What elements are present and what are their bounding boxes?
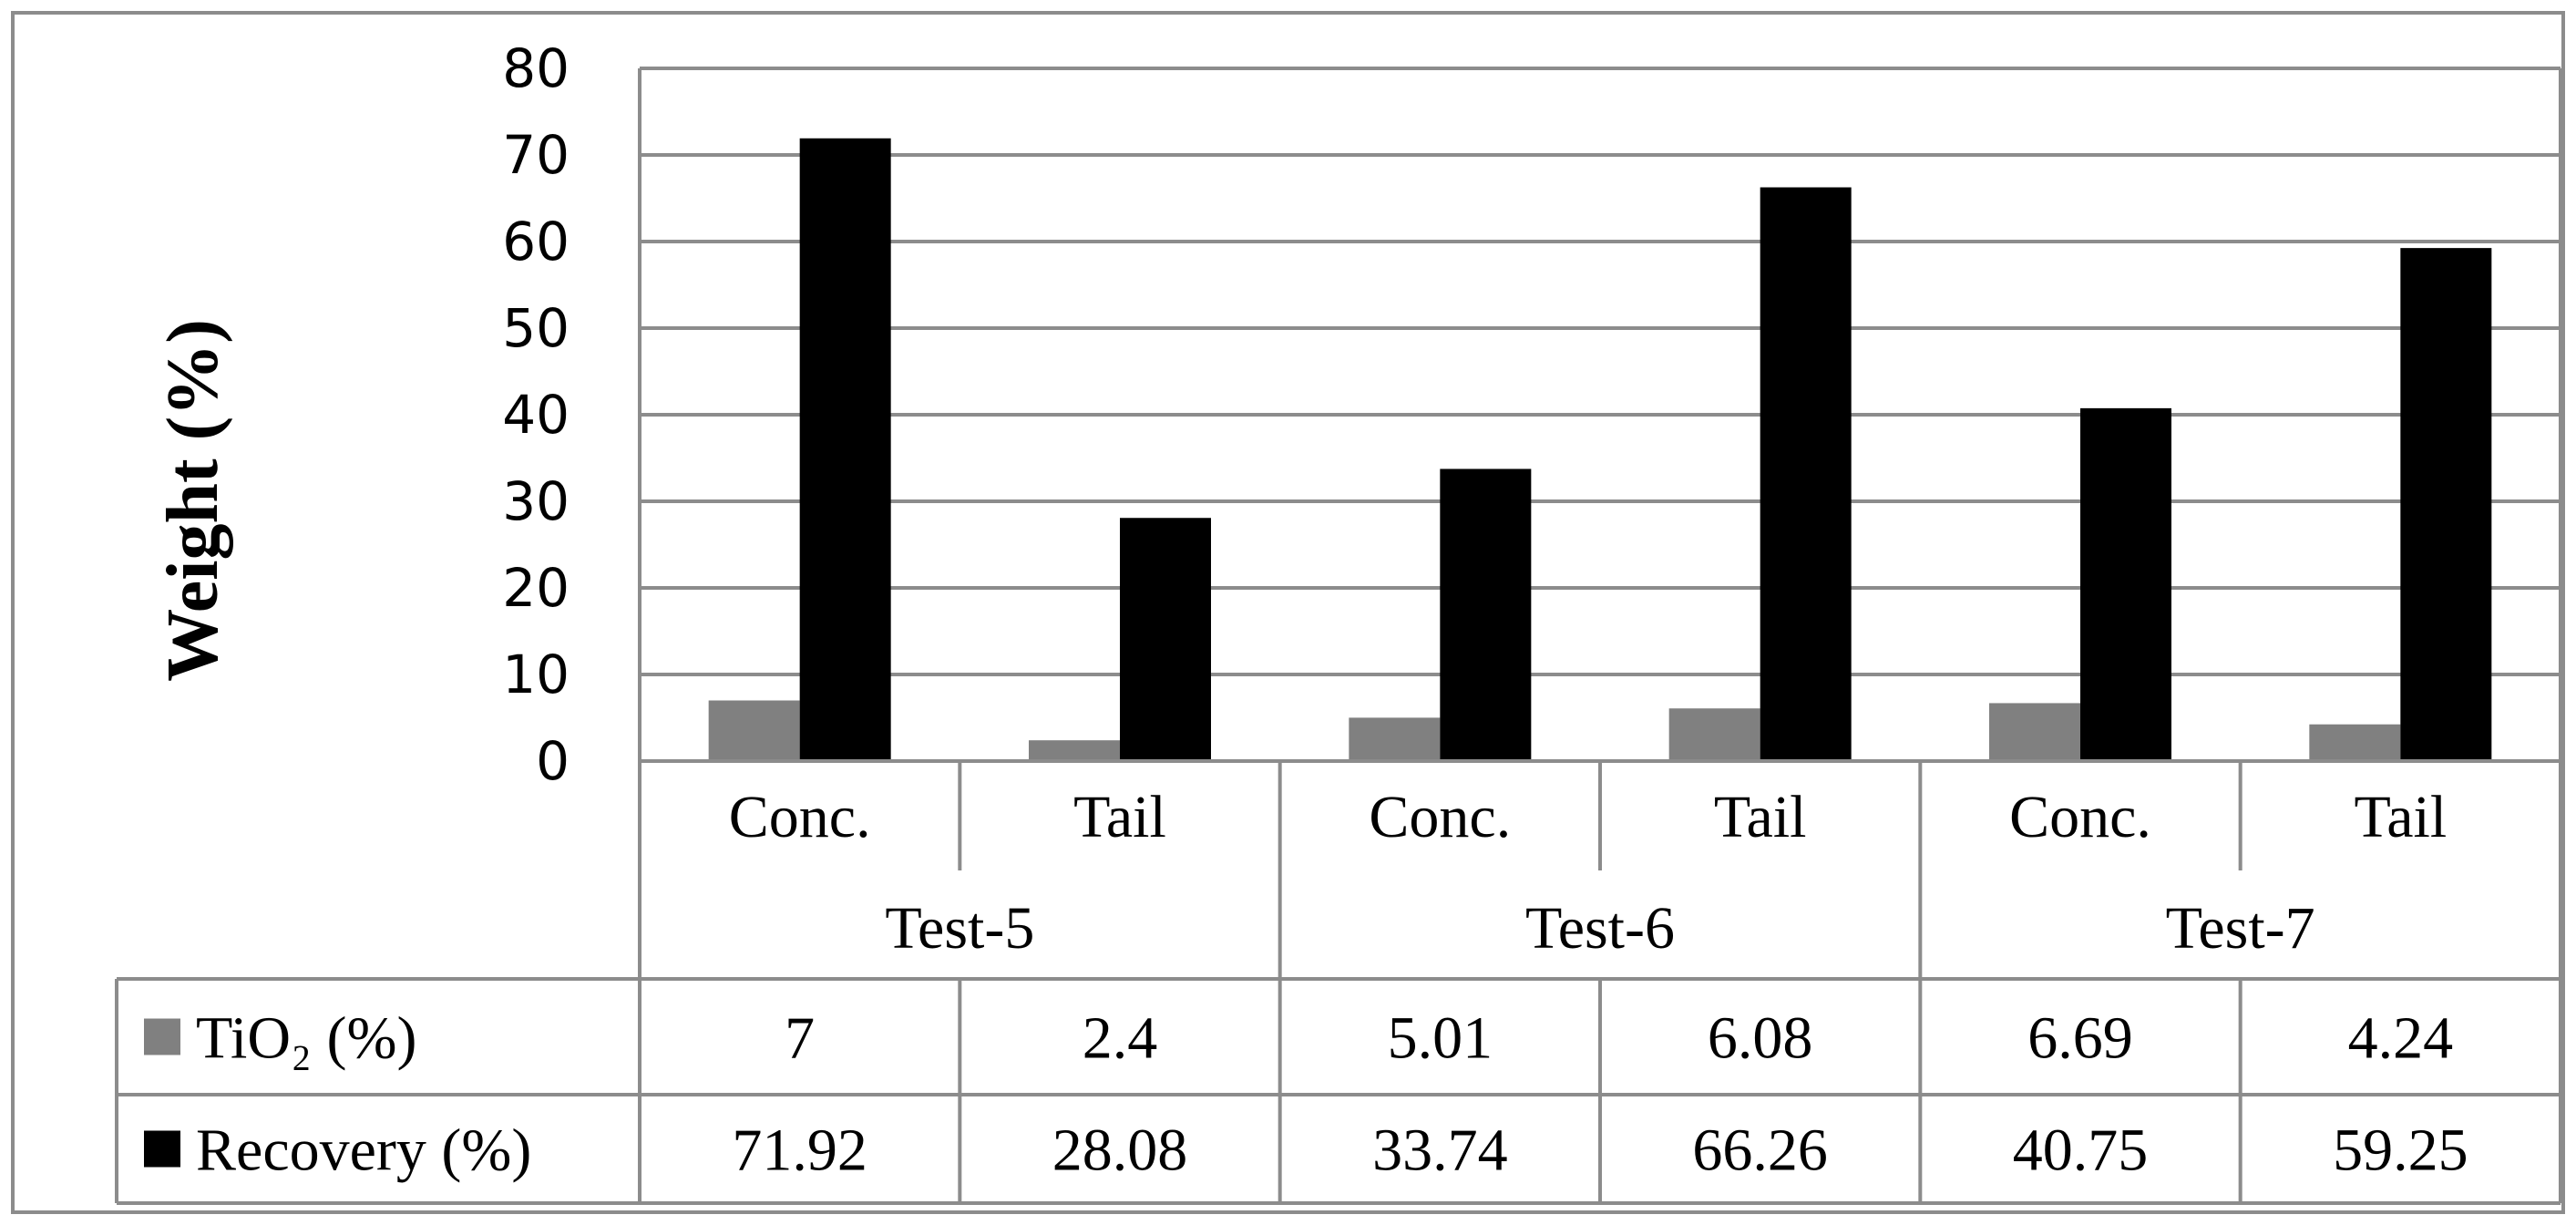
y-tick-label: 70 [502, 124, 570, 186]
chart-frame [11, 11, 2565, 1214]
data-table-cell: 2.4 [1083, 1005, 1158, 1072]
bar-tio2 [1349, 717, 1441, 761]
y-tick-label: 0 [536, 730, 570, 792]
y-tick-label: 20 [502, 557, 570, 619]
data-table-cell: 28.08 [1052, 1117, 1188, 1184]
x-group-label: Test-5 [885, 895, 1034, 962]
y-tick-label: 80 [502, 37, 570, 99]
bar-recovery [1440, 468, 1532, 761]
bar-recovery [799, 138, 891, 761]
bar-tio2 [1668, 708, 1760, 761]
y-axis-label: Weight (%) [153, 319, 233, 682]
x-category-label: Conc. [1369, 784, 1511, 850]
y-tick-label: 10 [502, 643, 570, 705]
x-category-label: Conc. [2009, 784, 2151, 850]
legend-swatch-recovery [144, 1130, 180, 1168]
y-tick-label: 60 [502, 211, 570, 273]
bar-recovery [2400, 248, 2492, 761]
data-table-cell: 66.26 [1692, 1117, 1828, 1184]
y-tick-label: 50 [502, 297, 570, 359]
x-category-label: Conc. [729, 784, 871, 850]
x-category-label: Tail [1714, 784, 1807, 850]
data-table-cell: 7 [785, 1005, 815, 1072]
bar-tio2 [1029, 740, 1120, 761]
data-table-cell: 59.25 [2333, 1117, 2468, 1184]
x-category-label: Tail [2354, 784, 2447, 850]
bars [640, 138, 2561, 763]
legend-label-recovery: Recovery (%) [196, 1117, 531, 1184]
y-tick-label: 30 [502, 470, 570, 532]
data-table-cell: 6.08 [1708, 1005, 1813, 1072]
data-table-cell: 6.69 [2027, 1005, 2133, 1072]
legend-label-tio2: TiO₂ (%) [196, 1005, 416, 1072]
data-table-cell: 4.24 [2348, 1005, 2454, 1072]
x-group-label: Test-6 [1525, 895, 1675, 962]
data-table-cell: 5.01 [1388, 1005, 1493, 1072]
data-table-cell: 40.75 [2013, 1117, 2149, 1184]
data-table-cell: 33.74 [1372, 1117, 1508, 1184]
bar-tio2 [1989, 703, 2080, 761]
legend-swatch-tio2 [144, 1018, 180, 1055]
bar-recovery [1760, 187, 1852, 761]
x-group-label: Test-7 [2166, 895, 2315, 962]
bar-tio2 [708, 700, 800, 761]
data-table [115, 761, 2561, 1205]
y-tick-label: 40 [502, 384, 570, 446]
bar-recovery [2080, 407, 2171, 761]
x-category-label: Tail [1073, 784, 1166, 850]
bar-recovery [1120, 518, 1211, 761]
data-table-cell: 71.92 [732, 1117, 867, 1184]
bar-tio2 [2309, 724, 2401, 761]
